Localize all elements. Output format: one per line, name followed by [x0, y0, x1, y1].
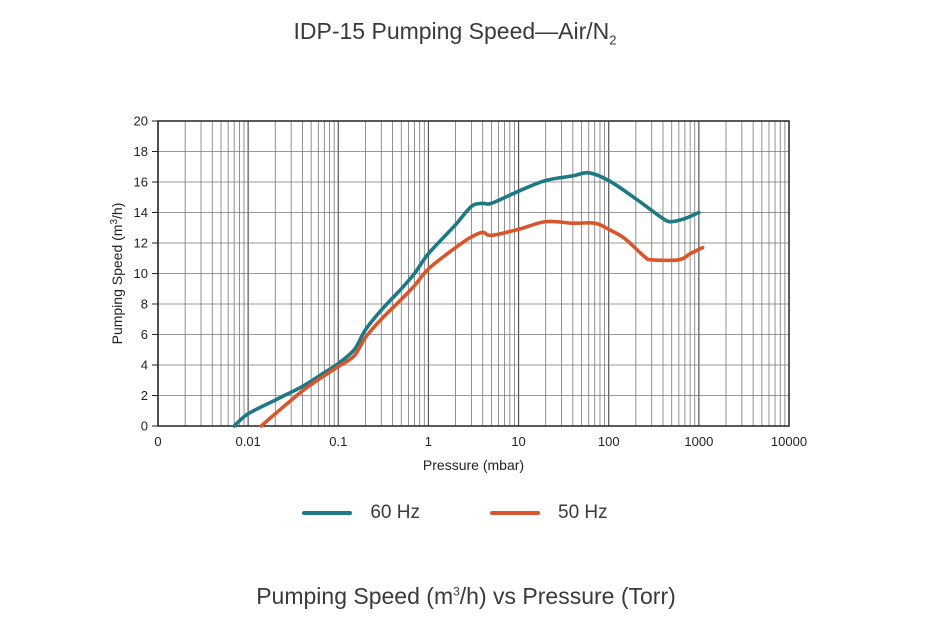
x-tick-label: 1	[425, 434, 432, 449]
y-tick-label: 20	[134, 114, 148, 129]
x-tick-label: 10	[511, 434, 525, 449]
chart-legend: 60 Hz 50 Hz	[0, 502, 910, 524]
x-axis-label: Pressure (mbar)	[423, 457, 524, 473]
caption-sup: 3	[453, 584, 460, 599]
legend-item-50hz: 50 Hz	[490, 502, 608, 524]
y-axis-label-post: /h)	[109, 203, 125, 219]
caption-post: /h) vs Pressure (Torr)	[459, 583, 676, 609]
x-tick-label: 100	[598, 434, 620, 449]
y-tick-label: 18	[134, 144, 148, 159]
pumping-speed-chart: 0 2 4 6 8 10 12 14 16 18 20 0 0.01 0.1 1 10 100 1000 10000…	[109, 114, 808, 474]
legend-label-60hz: 60 Hz	[370, 502, 420, 523]
legend-item-60hz: 60 Hz	[302, 502, 420, 524]
y-tick-label: 10	[134, 266, 148, 281]
y-axis-label: Pumping Speed (m3/h)	[109, 203, 126, 345]
legend-swatch-50hz	[490, 511, 540, 515]
series-lines	[232, 170, 705, 428]
y-axis-label-pre: Pumping Speed (m	[109, 225, 125, 345]
x-tick-label: 1000	[684, 434, 713, 449]
series-line-50hz	[259, 219, 705, 428]
legend-swatch-60hz	[302, 511, 353, 515]
y-tick-label: 0	[141, 419, 148, 434]
chart-caption: Pumping Speed (m3/h) vs Pressure (Torr)	[0, 583, 932, 610]
legend-label-50hz: 50 Hz	[558, 502, 608, 523]
y-tick-label: 12	[134, 236, 148, 251]
chart-title-text: IDP-15 Pumping Speed—Air/N	[293, 18, 610, 44]
y-tick-label: 14	[134, 205, 148, 220]
chart-title-subscript: 2	[609, 32, 617, 48]
y-tick-label: 8	[141, 297, 148, 312]
x-tick-label: 10000	[771, 434, 807, 449]
x-tick-label: 0.1	[329, 434, 347, 449]
x-tick-label: 0.01	[235, 434, 260, 449]
tick-labels: 0 2 4 6 8 10 12 14 16 18 20 0 0.01 0.1 1 10 100 1000 10000	[134, 114, 808, 450]
x-tick-label: 0	[154, 434, 161, 449]
y-tick-label: 4	[141, 358, 148, 373]
y-tick-label: 6	[141, 327, 148, 342]
chart-title: IDP-15 Pumping Speed—Air/N2	[0, 18, 910, 48]
grid-lines	[157, 120, 789, 427]
y-tick-label: 2	[141, 388, 148, 403]
series-line-60hz	[232, 170, 701, 428]
y-tick-label: 16	[134, 175, 148, 190]
y-axis-label-sup: 3	[109, 219, 120, 225]
caption-pre: Pumping Speed (m	[256, 583, 454, 609]
